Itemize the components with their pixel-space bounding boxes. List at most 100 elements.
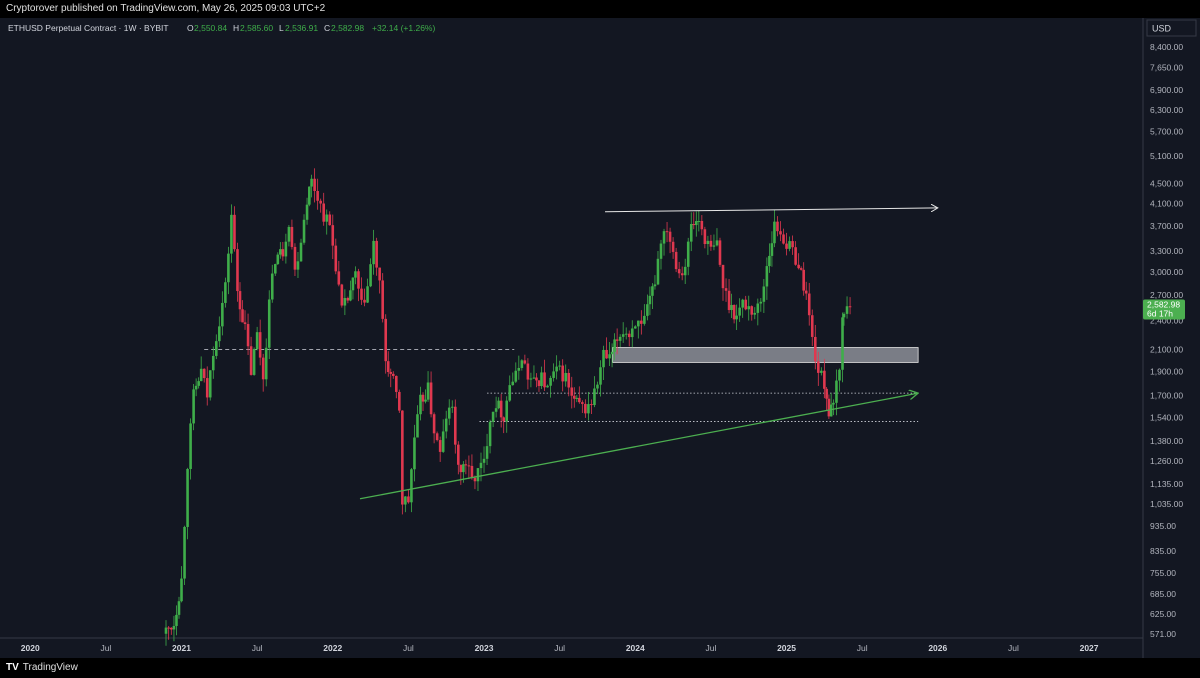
candle-body <box>497 400 500 409</box>
candle-body <box>608 354 611 359</box>
candle-body <box>441 431 445 452</box>
time-axis[interactable]: 2020 Jul 2021 Jul 2022 Jul 2023 Jul 2024 Jul 2025 J… <box>0 637 1143 653</box>
price-tick-label: 1,700.00 <box>1150 391 1183 401</box>
candle-body <box>671 241 675 252</box>
candle-body <box>529 378 533 380</box>
time-tick-label: 2027 <box>1080 643 1099 653</box>
open-value: 2,550.84 <box>194 23 227 33</box>
candle-body <box>593 388 596 406</box>
candle-body <box>712 245 716 247</box>
candle-body <box>526 363 530 380</box>
candle-body <box>208 370 212 398</box>
candle-body <box>485 446 489 459</box>
candle-body <box>416 414 419 438</box>
candle-body <box>610 351 614 355</box>
candle-body <box>211 355 215 371</box>
time-tick-label: Jul <box>1008 643 1019 653</box>
candle-body <box>293 246 297 270</box>
candle-body <box>718 240 722 265</box>
tradingview-brand[interactable]: TV TradingView <box>6 662 78 673</box>
candle-body <box>630 328 634 338</box>
candle-body <box>605 349 608 359</box>
candle-body <box>473 477 477 482</box>
chart-panel[interactable]: 8,400.00 7,650.00 6,900.00 6,300.00 5,700.00… <box>0 18 1200 658</box>
candle-body <box>224 282 227 303</box>
candle-body <box>410 469 413 503</box>
price-tick-label: 5,100.00 <box>1150 151 1183 161</box>
candle-body <box>587 404 590 414</box>
candle-body <box>394 375 398 392</box>
candle-body <box>172 625 176 630</box>
candle-body <box>337 271 341 285</box>
candle-body <box>175 614 178 626</box>
candle-body <box>791 241 794 248</box>
candle-body <box>827 398 831 417</box>
candle-body <box>797 264 800 269</box>
candle-body <box>343 297 347 306</box>
candle-body <box>276 254 280 265</box>
candle-body <box>192 389 195 424</box>
time-tick-label: 2025 <box>777 643 796 653</box>
candle-body <box>674 251 678 270</box>
candle-body <box>241 309 244 323</box>
candle-body <box>270 273 274 300</box>
price-tag-bg <box>1143 299 1185 320</box>
support-zone <box>612 347 919 363</box>
candle-body <box>584 403 587 414</box>
candle-body <box>476 468 480 482</box>
price-tick-label: 935.00 <box>1150 521 1176 531</box>
candle-body <box>426 382 430 400</box>
candle-body <box>391 373 395 376</box>
candle-body <box>258 332 262 358</box>
candle-body <box>807 293 811 316</box>
candle-body <box>567 372 571 388</box>
candle-body <box>233 214 236 250</box>
candle-body <box>694 221 698 226</box>
price-axis[interactable]: 8,400.00 7,650.00 6,900.00 6,300.00 5,700.00… <box>1142 18 1183 658</box>
price-tick-label: 5,700.00 <box>1150 127 1183 137</box>
candle-body <box>424 399 427 402</box>
brand-bar: TV TradingView <box>0 658 1200 678</box>
candle-body <box>199 368 203 382</box>
candle-body <box>832 402 835 405</box>
last-price-tag: 2,582.98 6d 17h <box>1143 299 1185 320</box>
currency-box[interactable]: USD <box>1146 19 1197 37</box>
candle-body <box>334 245 338 272</box>
candle-body <box>599 367 602 385</box>
level-annotations <box>204 347 919 422</box>
candle-body <box>299 242 303 262</box>
candle-body <box>261 357 265 380</box>
price-tick-label: 2,700.00 <box>1150 290 1183 300</box>
low-label: L <box>279 23 284 33</box>
price-tick-label: 4,500.00 <box>1150 178 1183 188</box>
price-tick-label: 625.00 <box>1150 609 1176 619</box>
tradingview-logo-icon: TV <box>6 662 19 673</box>
candle-body <box>267 299 271 348</box>
candle-body <box>741 299 744 308</box>
candle-body <box>842 313 846 318</box>
candle-body <box>750 306 754 315</box>
candle-body <box>246 324 250 347</box>
price-tick-label: 7,650.00 <box>1150 63 1183 73</box>
time-tick-label: 2026 <box>928 643 947 653</box>
price-tick-label: 3,700.00 <box>1150 221 1183 231</box>
candle-body <box>351 277 355 291</box>
candle-body <box>692 223 696 226</box>
candle-body <box>372 240 375 265</box>
low-value: 2,536.91 <box>285 23 318 33</box>
candle-body <box>238 291 242 310</box>
candle-body <box>621 334 625 337</box>
candle-body <box>540 372 543 387</box>
candle-body <box>457 444 460 465</box>
candle-body <box>572 395 576 399</box>
candle-body <box>549 377 552 386</box>
price-chart[interactable]: 8,400.00 7,650.00 6,900.00 6,300.00 5,700.00… <box>0 18 1200 658</box>
time-tick-label: Jul <box>554 643 565 653</box>
candle-body <box>813 336 817 362</box>
candle-body <box>724 288 728 291</box>
candle-body <box>700 220 704 230</box>
candle-body <box>279 249 282 255</box>
candle-body <box>665 231 669 233</box>
candle-body <box>613 339 616 352</box>
candle-body <box>502 417 505 422</box>
